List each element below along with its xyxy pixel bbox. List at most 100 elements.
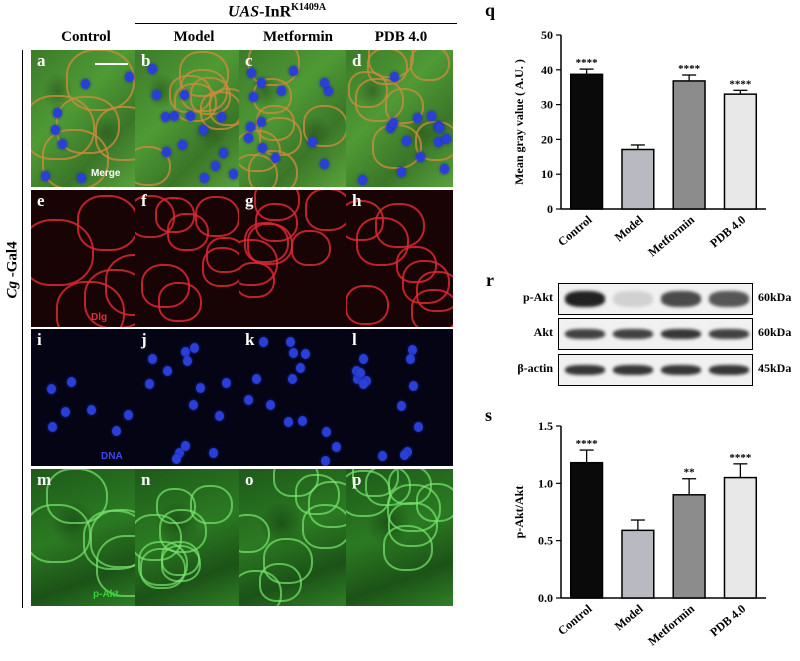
cell-outline	[31, 503, 91, 563]
cell-outline	[388, 501, 438, 547]
blot-strip-β-actin	[558, 354, 753, 386]
driver-rest: -Gal4	[4, 241, 21, 281]
nucleus	[125, 72, 135, 83]
nucleus	[171, 454, 181, 465]
cell-outline	[194, 196, 240, 238]
panel-letter-n: n	[141, 470, 151, 489]
cell-outline	[160, 540, 200, 577]
bar-model	[621, 148, 655, 210]
nucleus	[288, 65, 298, 76]
channel-label-p-akt: p-Akt	[93, 589, 119, 600]
nucleus	[288, 374, 298, 385]
blot-band	[661, 365, 701, 375]
scale-bar	[95, 63, 128, 65]
nucleus	[161, 147, 171, 158]
micrograph-panel-o: o	[239, 469, 346, 606]
blot-band	[661, 329, 701, 339]
cell-outline	[247, 50, 301, 86]
nucleus	[185, 110, 195, 121]
construct-gene: -InR	[259, 3, 292, 21]
nucleus	[256, 77, 266, 88]
nucleus	[189, 343, 199, 354]
cell-outline	[255, 202, 299, 243]
significance-mark: ****	[576, 57, 599, 69]
nucleus	[66, 377, 76, 388]
micrograph-panel-d: d	[346, 50, 453, 187]
channel-label-dlg: Dlg	[91, 312, 108, 323]
nucleus	[324, 85, 333, 96]
micrograph-panel-g: g	[239, 190, 346, 327]
x-tick-label: Model	[612, 212, 647, 244]
nucleus	[320, 78, 330, 89]
nucleus	[152, 90, 162, 101]
cell-outline	[135, 194, 176, 238]
panel-letter-q: q	[485, 0, 495, 20]
cell-outline	[239, 513, 271, 554]
x-tick-label: Metformin	[645, 601, 697, 648]
cell-outline	[414, 121, 453, 162]
panel-letter-b: b	[141, 51, 151, 70]
nucleus	[144, 379, 154, 390]
blot-size-2: 45kDa	[758, 361, 792, 375]
cell-outline	[31, 94, 96, 161]
blot-band	[613, 329, 653, 339]
nucleus	[61, 407, 71, 418]
micrograph-panel-f: f	[135, 190, 242, 327]
nucleus	[221, 378, 231, 389]
nucleus	[229, 169, 239, 180]
cell-outline	[178, 51, 230, 98]
nucleus	[332, 441, 342, 452]
nucleus	[358, 354, 368, 365]
nucleus	[174, 447, 184, 458]
nucleus	[415, 152, 425, 163]
nucleus	[245, 122, 255, 133]
cell-outline	[385, 87, 425, 124]
cell-outline	[31, 219, 95, 286]
nucleus	[435, 123, 445, 134]
blot-band	[709, 365, 749, 375]
nucleus	[180, 347, 190, 358]
micrograph-panel-c: c	[239, 50, 346, 187]
y-axis-label: Mean gray value ( A.U. )	[512, 59, 526, 185]
blot-band	[565, 329, 605, 339]
bar-metformin	[672, 80, 706, 210]
nucleus	[289, 348, 299, 359]
nucleus	[257, 117, 267, 128]
panel-letter-o: o	[245, 470, 254, 489]
channel-label-merge: Merge	[91, 168, 121, 179]
micrograph-panel-p: p	[346, 469, 453, 606]
channel-label-dna: DNA	[101, 451, 123, 462]
y-tick-label: 0.0	[538, 591, 553, 605]
blot-size-0: 60kDa	[758, 290, 792, 304]
nucleus	[48, 422, 58, 433]
blot-size-1: 60kDa	[758, 325, 792, 339]
nucleus	[320, 159, 330, 170]
blot-band	[565, 365, 605, 375]
nucleus	[258, 142, 268, 153]
cell-outline	[105, 254, 138, 316]
blot-label-2: β-actin	[517, 361, 553, 375]
blot-band	[565, 291, 605, 307]
y-tick-label: 10	[541, 167, 553, 181]
nucleus	[259, 337, 269, 348]
y-tick-label: 0.5	[538, 534, 553, 548]
nucleus	[271, 152, 281, 163]
micrograph-panel-k: k	[239, 329, 346, 466]
panel-letter-g: g	[245, 191, 254, 210]
blot-label-1: Akt	[533, 325, 553, 339]
chart-q: q 0 10 20 30 40 50 Mean gray value ( A.U. ) ***…	[485, 0, 766, 259]
y-tick-label: 40	[541, 63, 553, 77]
cell-outline	[305, 190, 346, 231]
x-tick-label: Model	[612, 601, 647, 633]
nucleus	[402, 136, 412, 147]
nucleus	[196, 383, 206, 394]
cell-outline	[157, 282, 202, 323]
panel-letter-f: f	[141, 191, 147, 210]
panel-letter-m: m	[37, 470, 52, 489]
cell-outline	[239, 130, 282, 172]
cell-outline	[76, 195, 138, 252]
bar-pdb-4-0	[723, 476, 758, 599]
cell-outline	[135, 146, 172, 187]
nucleus	[217, 112, 227, 123]
panel-letter-j: j	[141, 330, 147, 349]
